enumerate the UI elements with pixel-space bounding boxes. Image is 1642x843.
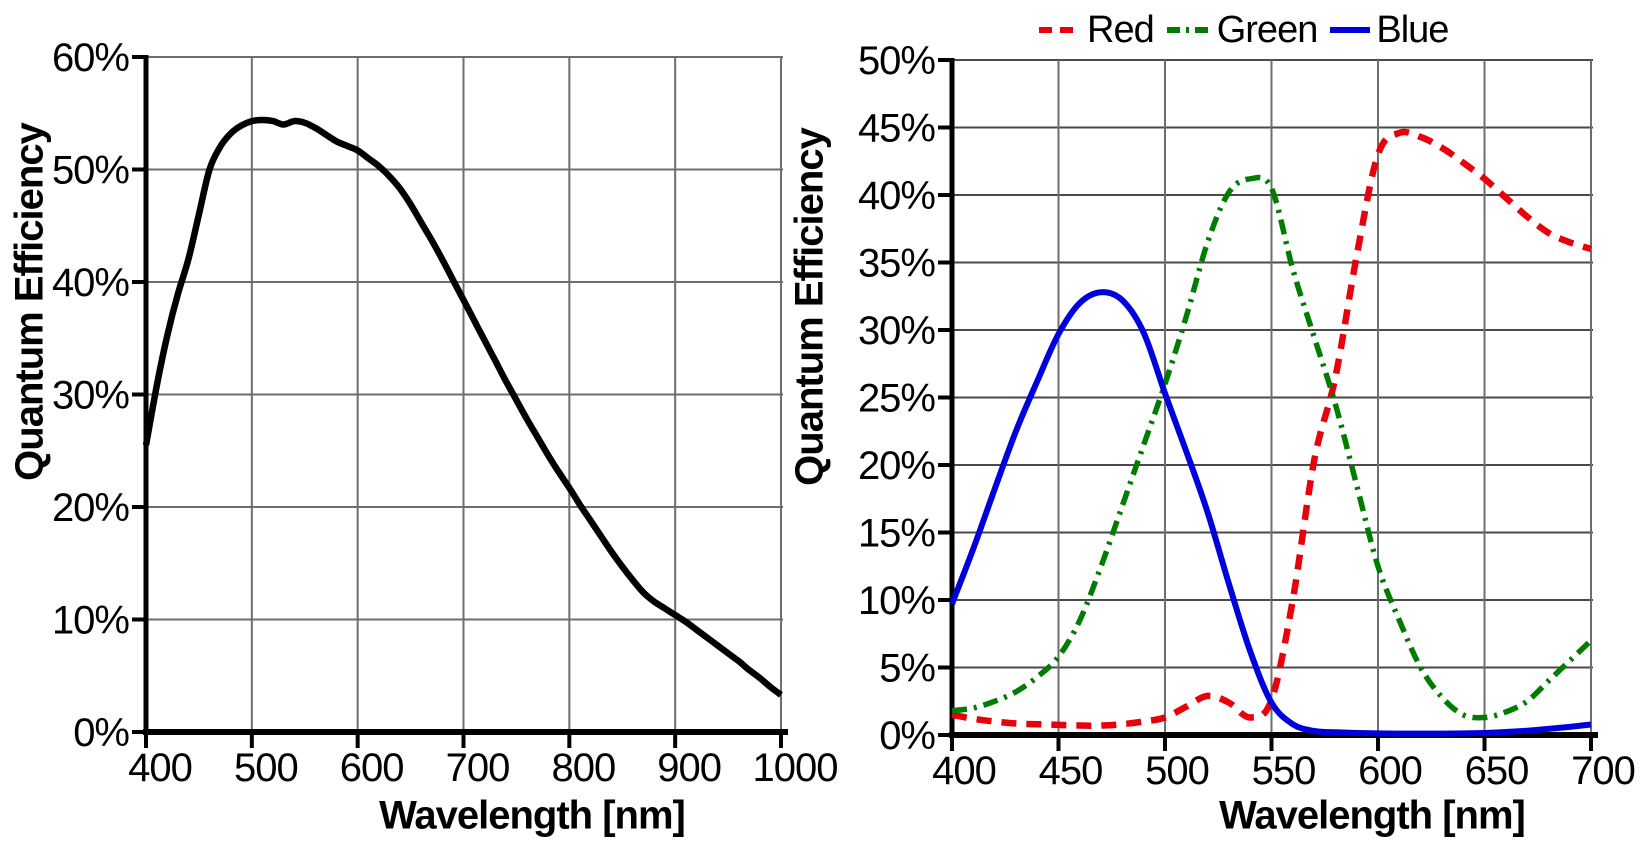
y-tick-label: 40%	[52, 261, 129, 305]
red-dashed-line-icon	[1039, 27, 1081, 33]
left-y-axis-title: Quantum Efficiency	[7, 123, 52, 481]
green-dashdot-line-icon	[1166, 27, 1211, 33]
series-blue-curve	[949, 289, 1592, 737]
y-tick-label: 60%	[52, 36, 129, 80]
x-tick-label: 700	[446, 746, 510, 790]
x-tick-label: 1000	[753, 746, 838, 790]
y-tick-label: 30%	[52, 374, 129, 418]
legend-label-red: Red	[1087, 8, 1155, 51]
y-tick-label: 20%	[858, 444, 935, 488]
y-tick-label: 20%	[52, 486, 129, 530]
series-green-curve	[951, 174, 1593, 721]
x-tick-label: 500	[1145, 749, 1209, 793]
x-tick-label: 500	[234, 746, 298, 790]
y-tick-label: 50%	[858, 39, 935, 83]
y-tick-label: 25%	[858, 377, 935, 421]
y-tick-label: 5%	[879, 647, 935, 691]
left-x-axis-title: Wavelength [nm]	[379, 793, 686, 838]
x-tick-label: 400	[128, 746, 192, 790]
y-tick-label: 30%	[858, 309, 935, 353]
legend-item-red: Red	[1038, 8, 1155, 52]
series-red-curve	[951, 128, 1592, 729]
y-tick-label: 45%	[858, 107, 935, 151]
y-tick-label: 15%	[858, 512, 935, 556]
x-tick-label: 900	[657, 746, 721, 790]
x-tick-label: 400	[932, 749, 996, 793]
legend-item-blue: Blue	[1329, 8, 1449, 52]
right-y-axis-title: Quantum Efficiency	[787, 128, 832, 486]
y-tick-label: 0%	[879, 714, 935, 758]
legend-label-blue: Blue	[1376, 8, 1449, 51]
legend: Red Green Blue	[1038, 8, 1460, 52]
legend-item-green: Green	[1166, 9, 1318, 52]
y-tick-label: 10%	[858, 579, 935, 623]
x-tick-label: 450	[1039, 749, 1103, 793]
y-tick-label: 10%	[52, 599, 129, 643]
y-tick-label: 40%	[858, 174, 935, 218]
blue-solid-line-icon	[1330, 27, 1371, 33]
x-tick-label: 700	[1571, 749, 1635, 793]
y-tick-label: 50%	[52, 149, 129, 193]
right-x-axis-title: Wavelength [nm]	[1219, 793, 1526, 838]
y-tick-label: 35%	[858, 242, 935, 286]
x-tick-label: 600	[1358, 749, 1422, 793]
x-tick-label: 650	[1465, 749, 1529, 793]
series-monochrome-curve	[142, 116, 783, 698]
y-tick-label: 0%	[73, 711, 129, 755]
x-tick-label: 550	[1252, 749, 1316, 793]
legend-label-green: Green	[1216, 8, 1319, 51]
x-tick-label: 600	[340, 746, 404, 790]
x-tick-label: 800	[551, 746, 615, 790]
